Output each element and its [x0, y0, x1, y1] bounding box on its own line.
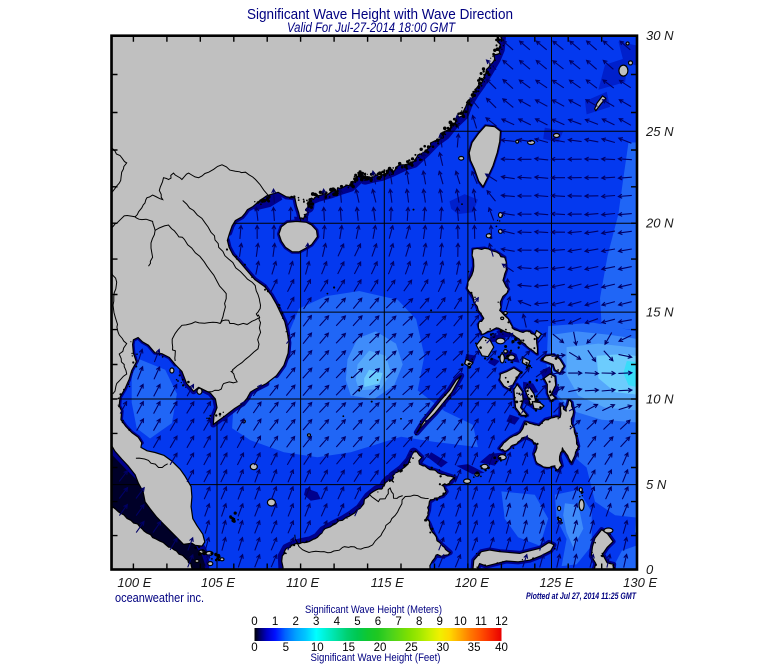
- svg-text:0: 0: [251, 642, 257, 654]
- svg-text:35: 35: [468, 642, 481, 654]
- svg-text:Valid For Jul-27-2014 18:00 GM: Valid For Jul-27-2014 18:00 GMT: [287, 20, 456, 35]
- svg-text:11: 11: [475, 616, 487, 628]
- svg-text:Significant Wave Height (Meter: Significant Wave Height (Meters): [305, 604, 442, 616]
- svg-text:105 E: 105 E: [201, 575, 235, 590]
- svg-text:30 N: 30 N: [646, 28, 674, 43]
- svg-text:0: 0: [251, 616, 257, 628]
- svg-text:120 E: 120 E: [455, 575, 489, 590]
- svg-text:5: 5: [354, 616, 360, 628]
- svg-text:25: 25: [405, 642, 418, 654]
- svg-text:30: 30: [436, 642, 449, 654]
- svg-text:0: 0: [646, 562, 654, 577]
- svg-text:oceanweather inc.: oceanweather inc.: [115, 591, 204, 605]
- svg-text:8: 8: [416, 616, 422, 628]
- svg-text:Plotted at Jul 27, 2014 11:25: Plotted at Jul 27, 2014 11:25 GMT: [526, 591, 637, 602]
- svg-text:2: 2: [292, 616, 298, 628]
- svg-text:10: 10: [311, 642, 324, 654]
- svg-text:20: 20: [374, 642, 387, 654]
- svg-text:40: 40: [495, 642, 508, 654]
- svg-text:10: 10: [454, 616, 467, 628]
- svg-text:10 N: 10 N: [646, 392, 674, 407]
- svg-text:7: 7: [395, 616, 401, 628]
- svg-text:6: 6: [375, 616, 381, 628]
- svg-text:130 E: 130 E: [623, 575, 657, 590]
- svg-text:15: 15: [342, 642, 355, 654]
- svg-text:110 E: 110 E: [286, 575, 319, 590]
- svg-text:5: 5: [283, 642, 289, 654]
- svg-text:20 N: 20 N: [645, 216, 674, 231]
- svg-text:115 E: 115 E: [371, 575, 404, 590]
- svg-text:12: 12: [495, 616, 508, 628]
- svg-text:125 E: 125 E: [540, 575, 574, 590]
- svg-text:Significant Wave Height (Feet): Significant Wave Height (Feet): [311, 652, 441, 664]
- svg-text:9: 9: [437, 616, 443, 628]
- svg-text:5 N: 5 N: [646, 477, 667, 492]
- svg-text:4: 4: [334, 616, 341, 628]
- svg-text:15 N: 15 N: [646, 305, 674, 320]
- svg-text:100 E: 100 E: [117, 575, 151, 590]
- svg-text:3: 3: [313, 616, 319, 628]
- svg-text:25 N: 25 N: [645, 124, 674, 139]
- svg-text:1: 1: [272, 616, 278, 628]
- svg-text:Significant Wave Height with W: Significant Wave Height with Wave Direct…: [247, 7, 513, 23]
